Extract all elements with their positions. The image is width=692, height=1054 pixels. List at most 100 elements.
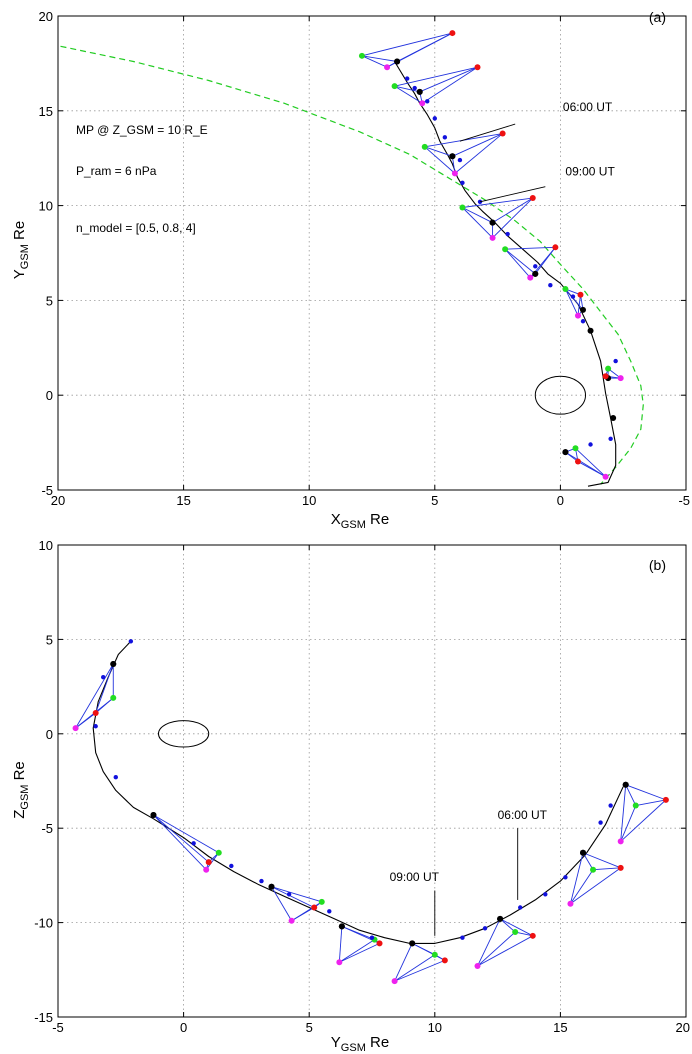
panel-a-xtick-label: 10 — [302, 493, 316, 508]
tetrahedron-edge — [582, 852, 621, 869]
spacecraft-green-marker — [110, 694, 117, 701]
hour-mark — [416, 88, 423, 95]
time-label: 06:00 UT — [563, 100, 613, 114]
time-label: 06:00 UT — [498, 808, 548, 822]
spacecraft-red-marker — [92, 710, 99, 717]
hour-mark — [409, 940, 416, 947]
tetrahedron-edge — [620, 784, 627, 842]
panel-b-xtick-label: 0 — [180, 1020, 187, 1035]
spacecraft-magenta-marker — [617, 375, 624, 382]
tetrahedron-7 — [391, 64, 481, 107]
tetrahedron-edge — [477, 918, 501, 967]
tetrahedron-edge — [271, 886, 293, 921]
tetrahedron-edge — [339, 939, 375, 963]
time-label: 09:00 UT — [565, 164, 615, 178]
orbit-dot — [518, 905, 523, 910]
panel-a-xtick-label: 0 — [557, 493, 564, 508]
panel-b-ytick-label: 0 — [46, 727, 53, 742]
panel-b-earth — [157, 720, 210, 748]
tetrahedron-8 — [358, 30, 456, 71]
spacecraft-green-marker — [391, 83, 398, 90]
tetrahedron-edge — [394, 954, 436, 982]
spacecraft-green-marker — [512, 929, 519, 936]
tetrahedron-edge — [394, 85, 423, 104]
orbit-dot — [460, 935, 465, 940]
tetrahedron-3 — [562, 286, 587, 319]
tetrahedron-edge — [504, 248, 536, 275]
tetrahedron-edge — [499, 918, 533, 937]
panel-b-orbit-dots — [93, 639, 629, 947]
tetrahedron-edge — [394, 66, 478, 87]
tetrahedron-edge — [394, 943, 413, 982]
panel-a-ytick-label: 15 — [39, 104, 53, 119]
tetrahedron-edge — [565, 288, 584, 311]
tetrahedron-edge — [271, 886, 315, 908]
hour-mark — [150, 811, 157, 818]
spacecraft-magenta-marker — [203, 866, 210, 873]
tetrahedron-edge — [620, 805, 637, 842]
spacecraft-magenta-marker — [567, 900, 574, 907]
tetrahedron-7 — [567, 849, 624, 907]
tetrahedron-edge — [419, 66, 478, 93]
orbit-dot — [580, 319, 586, 324]
panel-a-earth — [534, 375, 587, 415]
spacecraft-green-marker — [215, 849, 222, 856]
spacecraft-red-marker — [529, 195, 536, 202]
tetrahedron-edge — [577, 461, 606, 478]
spacecraft-green-marker — [421, 143, 428, 150]
spacecraft-red-marker — [529, 932, 536, 939]
spacecraft-green-marker — [358, 52, 365, 59]
spacecraft-red-marker — [499, 130, 506, 137]
orbit-dot — [598, 820, 603, 825]
orbit-dot — [608, 436, 613, 442]
orbit-trajectory — [394, 61, 617, 487]
tetrahedron-edge — [75, 663, 114, 729]
orbit-dot — [457, 157, 463, 163]
orbit-dot — [113, 775, 118, 780]
spacecraft-red-marker — [577, 291, 584, 298]
tetrahedron-edge — [570, 867, 621, 905]
orbit-dot — [460, 180, 465, 186]
panel-b-xtick-label: 20 — [676, 1020, 690, 1035]
tetrahedron-edge — [570, 852, 584, 904]
tetrahedron-2 — [150, 811, 222, 873]
hour-mark — [610, 414, 617, 421]
spacecraft-green-marker — [502, 246, 509, 253]
orbit-dot — [93, 724, 98, 729]
tetrahedron-edge — [582, 852, 594, 870]
panel-a-label: (a) — [649, 9, 666, 25]
magnetopause-line — [60, 45, 644, 485]
tetrahedron-edge — [341, 925, 375, 941]
spacecraft-magenta-marker — [72, 725, 79, 732]
orbit-dot — [191, 841, 196, 846]
spacecraft-green-marker — [590, 866, 597, 873]
spacecraft-red-marker — [449, 30, 456, 37]
magnetopause-label: MP @ Z_GSM = 10 R_E P_ram = 6 nPa n_mode… — [76, 123, 208, 235]
tetrahedron-edge — [394, 959, 446, 982]
tetrahedron-edge — [338, 926, 343, 963]
orbit-dot — [543, 892, 548, 897]
orbit-dot — [442, 135, 448, 140]
tetrahedron-edge — [462, 197, 533, 208]
spacecraft-red-marker — [474, 64, 481, 71]
spacecraft-magenta-marker — [527, 274, 534, 281]
panel-a-ylabel: YGSM Re — [11, 221, 31, 279]
panel-a-ytick-label: 5 — [46, 293, 53, 308]
panel-b-ytick-label: -15 — [34, 1010, 53, 1025]
tetrahedron-edge — [205, 852, 220, 871]
hour-mark — [497, 915, 504, 922]
hour-mark — [394, 58, 401, 65]
spacecraft-magenta-marker — [489, 234, 496, 241]
tetrahedron-edge — [477, 931, 516, 967]
orbit-dot — [432, 116, 437, 121]
spacecraft-magenta-marker — [391, 978, 398, 985]
spacecraft-magenta-marker — [602, 473, 609, 480]
spacecraft-magenta-marker — [288, 917, 295, 924]
orbit-dot — [425, 99, 430, 104]
orbit-dot — [259, 878, 264, 884]
orbit-dot — [369, 935, 375, 940]
spacecraft-magenta-marker — [419, 100, 426, 107]
tetrahedron-edge — [477, 935, 533, 967]
tetrahedron-edge — [565, 288, 579, 316]
